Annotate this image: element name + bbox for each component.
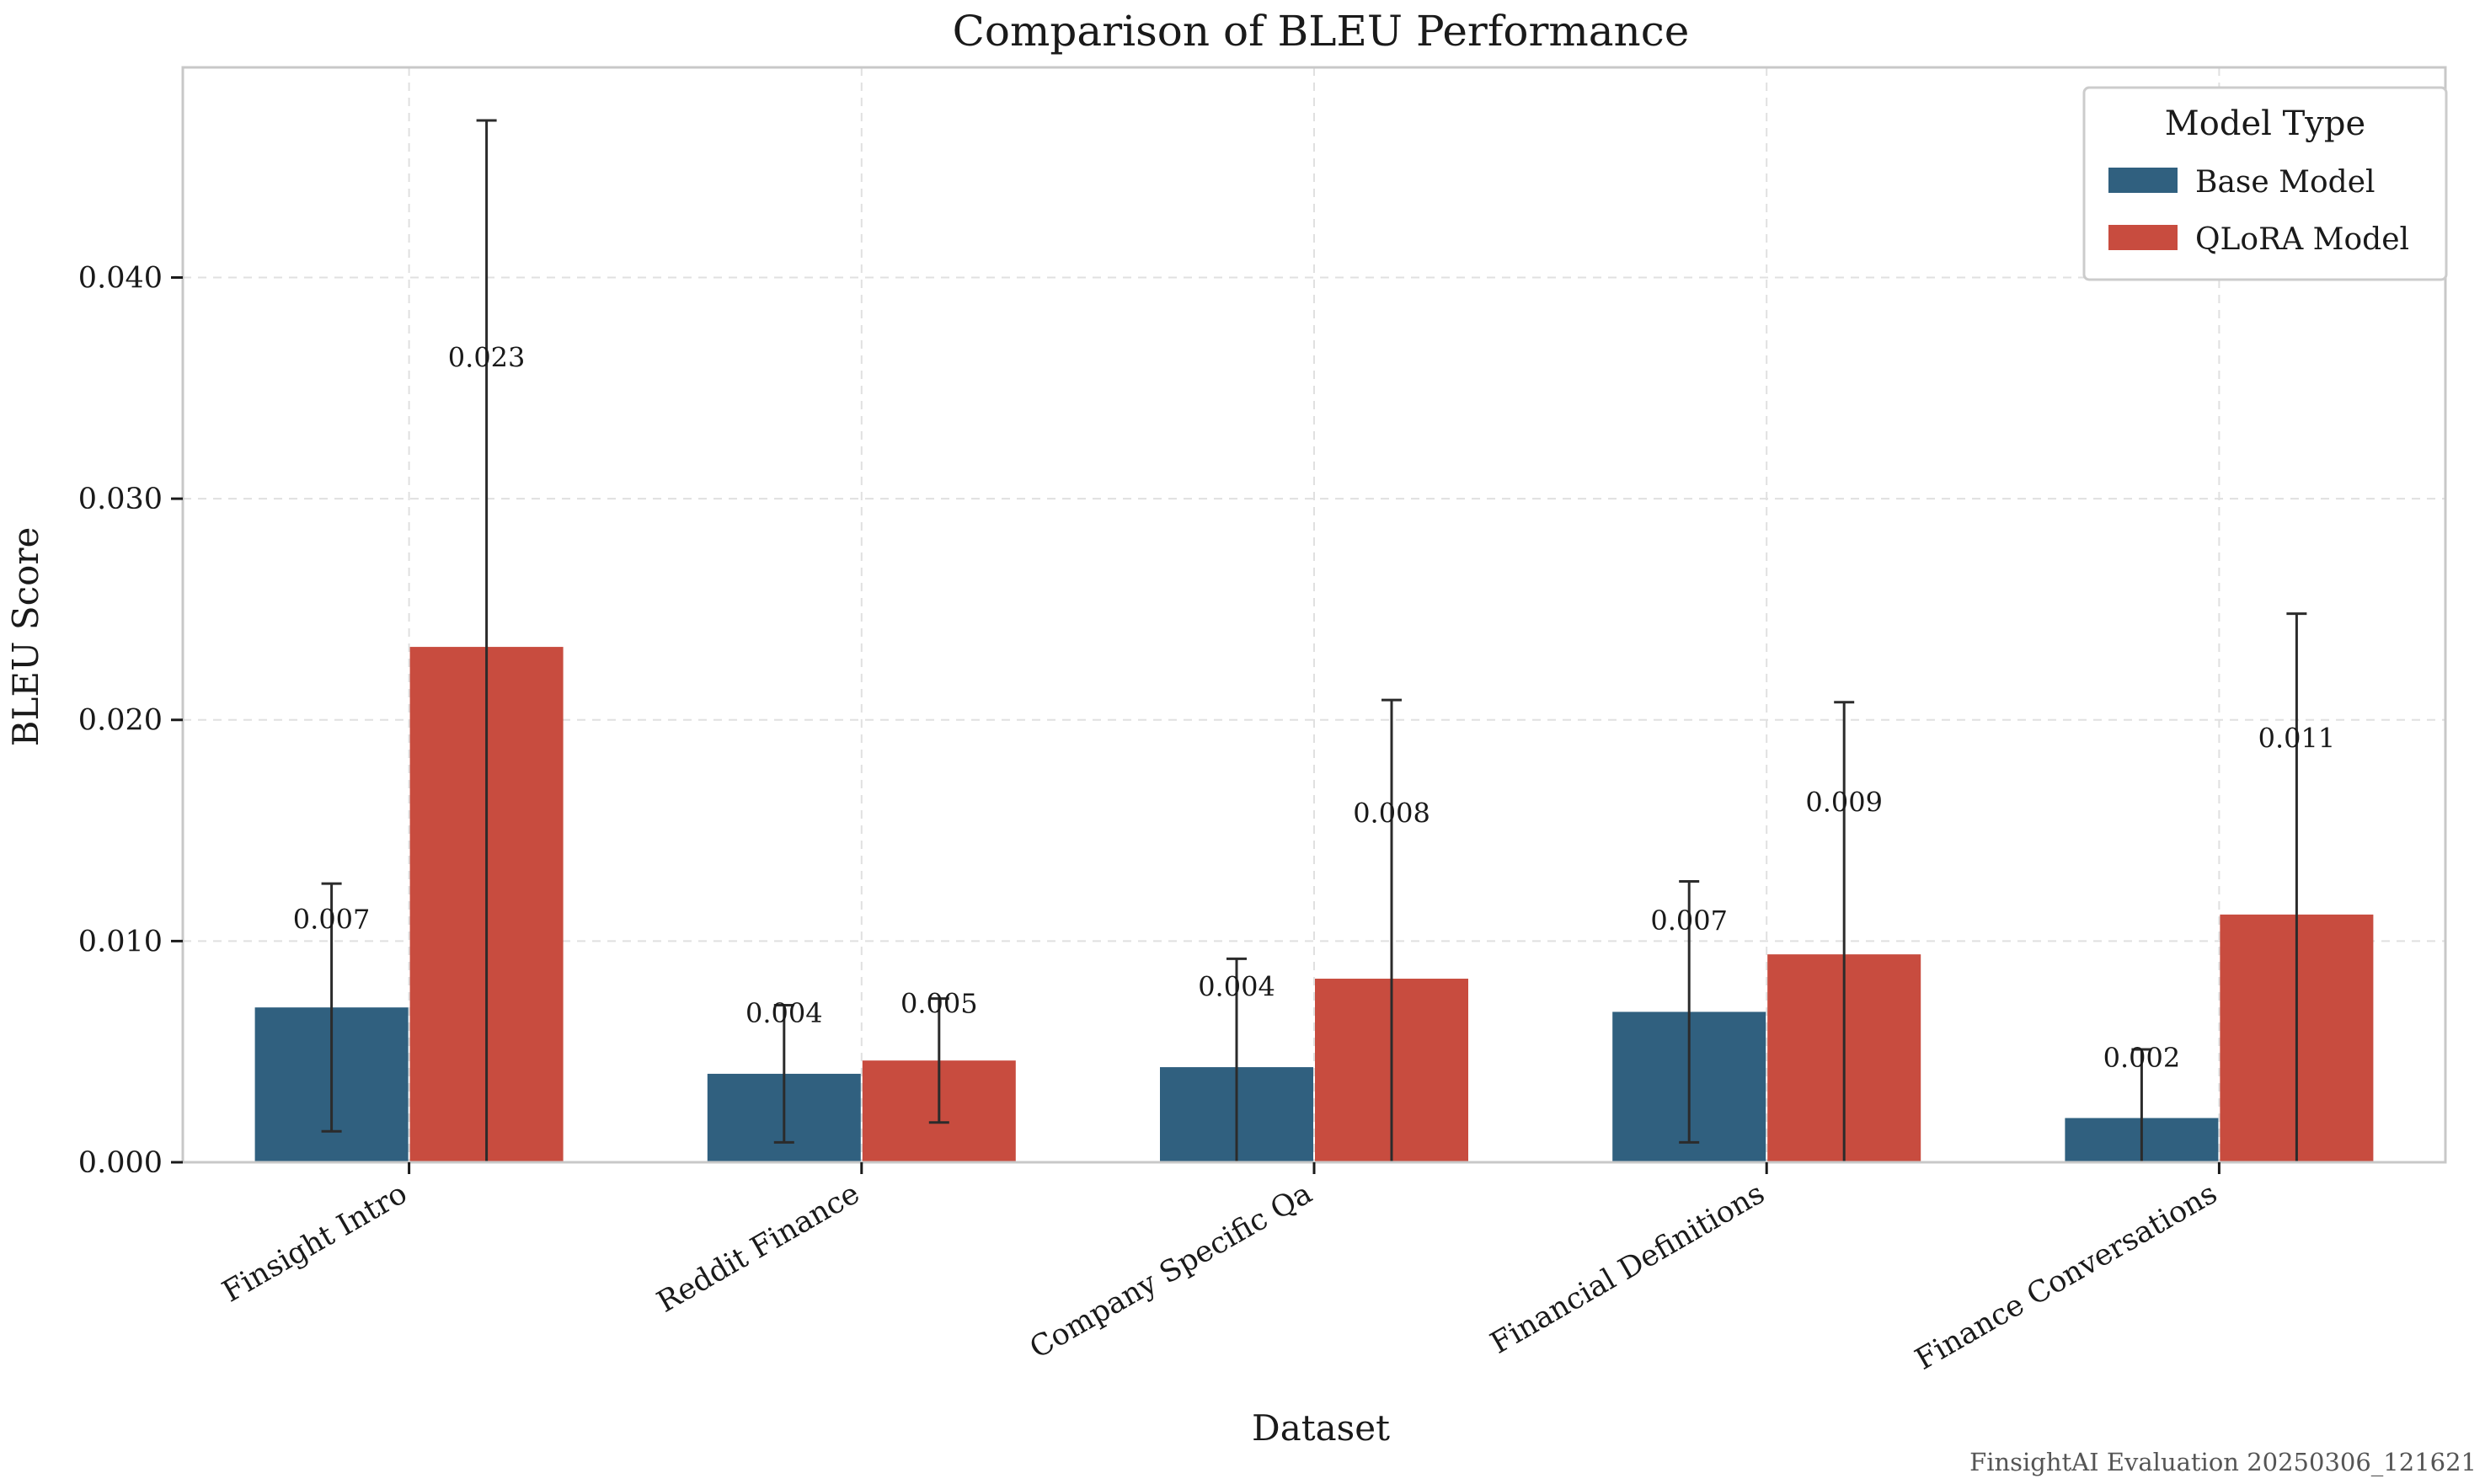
data-label: 0.004 — [1198, 971, 1275, 1003]
data-label: 0.023 — [448, 342, 526, 374]
data-label: 0.002 — [2103, 1042, 2181, 1074]
x-tick-label: Finance Conversations — [1910, 1177, 2223, 1377]
data-label: 0.007 — [1650, 905, 1728, 937]
data-label: 0.004 — [746, 997, 823, 1029]
y-tick-label: 0.000 — [78, 1146, 163, 1180]
x-axis-label: Dataset — [1252, 1407, 1390, 1449]
legend: Model Type Base Model QLoRA Model — [2082, 86, 2448, 281]
data-labels: 0.007 0.004 0.004 0.007 0.002 0.023 0.005 0.008… — [293, 342, 2335, 1074]
footer-text: FinsightAI Evaluation 20250306_121621 — [1969, 1448, 2477, 1477]
x-tick-label: Company Specific Qa — [1024, 1177, 1317, 1365]
x-tick-label: Reddit Finance — [651, 1177, 865, 1320]
y-tick-label: 0.030 — [78, 483, 163, 516]
data-label: 0.007 — [293, 904, 371, 936]
error-bars — [321, 119, 2307, 1162]
x-tick-label: Finsight Intro — [216, 1177, 413, 1309]
data-label: 0.008 — [1353, 798, 1430, 830]
legend-swatch-qlora-model — [2108, 225, 2178, 250]
y-axis-label: BLEU Score — [5, 527, 46, 747]
legend-label-base-model: Base Model — [2195, 165, 2375, 200]
legend-label-qlora-model: QLoRA Model — [2195, 222, 2409, 257]
y-tick-label: 0.020 — [78, 704, 163, 738]
y-tick-label: 0.010 — [78, 925, 163, 958]
legend-swatch-base-model — [2108, 168, 2178, 193]
data-label: 0.009 — [1805, 786, 1883, 818]
y-tick-label: 0.040 — [78, 261, 163, 295]
data-label: 0.011 — [2258, 722, 2336, 754]
data-label: 0.005 — [900, 987, 978, 1019]
x-tick-label: Financial Definitions — [1485, 1177, 1771, 1361]
axes: 0.000 0.010 0.020 0.030 0.040 Finsight Intro R… — [78, 261, 2223, 1376]
legend-title: Model Type — [2165, 104, 2365, 143]
chart-title: Comparison of BLEU Performance — [953, 7, 1690, 56]
